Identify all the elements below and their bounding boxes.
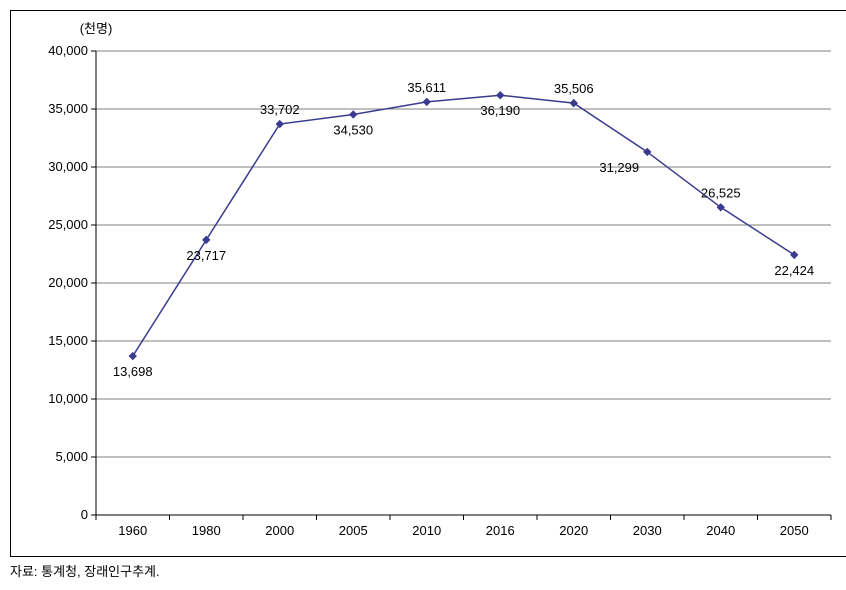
y-tick-label: 40,000	[48, 43, 88, 58]
data-line	[133, 95, 795, 356]
y-tick-label: 10,000	[48, 391, 88, 406]
data-marker	[350, 111, 357, 118]
x-tick-label: 2040	[706, 523, 735, 538]
x-tick-label: 1980	[192, 523, 221, 538]
data-label: 26,525	[701, 185, 741, 200]
data-label: 35,611	[407, 80, 446, 95]
x-tick-label: 2050	[780, 523, 809, 538]
x-tick-label: 2020	[559, 523, 588, 538]
x-tick-label: 2016	[486, 523, 515, 538]
data-label: 35,506	[554, 81, 594, 96]
chart-container: 0 5,000 10,000 15,000 20,000 25,000 30,000 35,0…	[10, 10, 846, 557]
y-tick-label: 0	[81, 507, 88, 522]
y-tick-label: 15,000	[48, 333, 88, 348]
data-label: 36,190	[480, 103, 520, 118]
y-tick-label: 30,000	[48, 159, 88, 174]
source-note: 자료: 통계청, 장래인구추계.	[10, 561, 836, 580]
x-tick-label: 2010	[412, 523, 441, 538]
x-tick-label: 2000	[265, 523, 294, 538]
data-marker	[203, 236, 210, 243]
data-marker	[423, 98, 430, 105]
x-tick-label: 2005	[339, 523, 368, 538]
data-label: 22,424	[774, 263, 814, 278]
data-label: 31,299	[599, 160, 639, 175]
data-label: 13,698	[113, 364, 153, 379]
data-marker	[276, 121, 283, 128]
data-label: 33,702	[260, 102, 300, 117]
data-marker	[129, 353, 136, 360]
line-chart: 0 5,000 10,000 15,000 20,000 25,000 30,000 35,0…	[11, 11, 846, 556]
y-tick-label: 25,000	[48, 217, 88, 232]
y-tick-label: 5,000	[55, 449, 88, 464]
y-tick-label: 20,000	[48, 275, 88, 290]
y-tick-label: 35,000	[48, 101, 88, 116]
x-tick-label: 2030	[633, 523, 662, 538]
data-marker	[497, 92, 504, 99]
data-label: 23,717	[186, 248, 226, 263]
data-label: 34,530	[333, 122, 373, 137]
x-tick-label: 1960	[118, 523, 147, 538]
y-axis-unit-label: (천명)	[80, 21, 113, 36]
